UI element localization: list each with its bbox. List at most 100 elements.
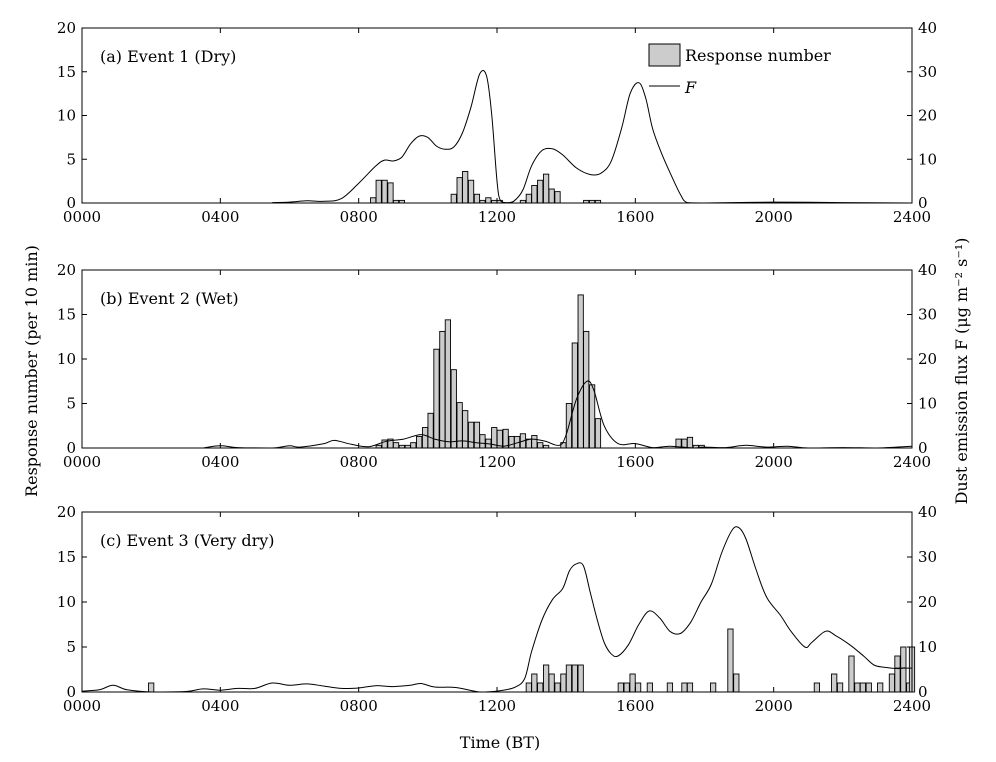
bar — [848, 655, 855, 693]
bar — [594, 418, 602, 449]
y-axis-title-right: Dust emission flux F (μg m⁻² s⁻¹) — [952, 238, 971, 505]
x-tick-label: 2400 — [893, 453, 931, 471]
bar — [444, 319, 451, 449]
x-tick-label: 2400 — [893, 208, 931, 226]
x-tick-label: 0800 — [340, 453, 378, 471]
bar — [543, 664, 550, 693]
x-tick-label: 0400 — [201, 453, 239, 471]
bar — [554, 191, 561, 204]
y-tick-label-right: 20 — [918, 350, 937, 368]
y-tick-label-left: 5 — [66, 150, 76, 168]
bar — [537, 179, 544, 204]
y-tick-label-right: 30 — [918, 548, 937, 566]
y-tick-label-left: 10 — [57, 350, 76, 368]
legend-bar-swatch — [648, 43, 681, 67]
bar — [900, 646, 907, 693]
bar — [148, 682, 155, 693]
bar — [525, 193, 532, 204]
bar — [629, 673, 636, 693]
y-tick-label-left: 5 — [66, 638, 76, 656]
x-axis-title: Time (BT) — [460, 733, 540, 752]
bar — [710, 682, 717, 693]
bar — [543, 173, 550, 204]
panel-title: (c) Event 3 (Very dry) — [100, 531, 275, 550]
x-tick-label: 2400 — [893, 697, 931, 715]
panel-title: (a) Event 1 (Dry) — [100, 47, 236, 66]
bar — [733, 673, 740, 693]
bar — [813, 682, 820, 693]
y-tick-label-left: 20 — [57, 261, 76, 279]
y-tick-label-left: 0 — [66, 439, 76, 457]
bar — [831, 673, 838, 693]
bar — [375, 179, 382, 204]
bar — [416, 435, 423, 449]
bar — [560, 673, 567, 693]
x-tick-label: 1200 — [478, 208, 516, 226]
x-tick-label: 1200 — [478, 453, 516, 471]
bar — [450, 369, 457, 449]
legend-bar-label: Response number — [685, 46, 831, 65]
bar — [473, 421, 481, 449]
y-tick-label-left: 20 — [57, 503, 76, 521]
bar — [589, 384, 596, 449]
x-tick-label: 0000 — [63, 453, 101, 471]
bar — [681, 682, 688, 693]
bar — [467, 421, 475, 449]
bar — [433, 348, 440, 449]
bar — [531, 673, 538, 693]
y-tick-label-right: 0 — [918, 683, 928, 701]
bar — [537, 442, 544, 449]
bar — [525, 438, 532, 449]
bar — [865, 682, 872, 693]
bar — [577, 664, 584, 693]
y-tick-label-right: 20 — [918, 593, 937, 611]
y-tick-label-right: 40 — [918, 261, 937, 279]
bar — [666, 682, 674, 693]
bar — [537, 682, 544, 693]
bar — [439, 330, 446, 449]
legend-line-label: F — [684, 78, 697, 97]
bar — [450, 193, 457, 204]
bar — [548, 673, 555, 693]
x-tick-label: 0800 — [340, 697, 378, 715]
bar — [571, 342, 578, 449]
y-tick-label-right: 10 — [918, 638, 937, 656]
bar — [462, 410, 469, 449]
y-tick-label-left: 10 — [57, 593, 76, 611]
bar — [623, 682, 630, 693]
y-tick-label-left: 15 — [57, 306, 76, 324]
bar — [525, 682, 532, 693]
bar — [554, 682, 561, 693]
bar — [427, 412, 434, 449]
bar — [617, 682, 624, 693]
bar — [421, 427, 429, 449]
bar — [485, 197, 492, 204]
y-tick-label-right: 0 — [918, 439, 928, 457]
y-tick-label-left: 0 — [66, 683, 76, 701]
bar — [381, 179, 388, 204]
bar — [462, 171, 469, 204]
bar — [387, 182, 394, 204]
x-tick-label: 0000 — [63, 208, 101, 226]
x-tick-label: 1200 — [478, 697, 516, 715]
y-tick-label-left: 20 — [57, 19, 76, 37]
bar — [646, 682, 653, 693]
y-tick-label-right: 40 — [918, 19, 937, 37]
bar — [410, 442, 417, 449]
bar — [635, 682, 642, 693]
bar — [392, 442, 400, 449]
bar — [456, 177, 463, 204]
y-tick-label-right: 30 — [918, 63, 937, 81]
flux-line — [81, 526, 906, 693]
flux-line — [272, 70, 913, 204]
bar — [894, 655, 901, 693]
bar — [565, 664, 573, 693]
panel-title: (b) Event 2 (Wet) — [100, 289, 239, 308]
x-tick-label: 2000 — [755, 453, 793, 471]
x-tick-label: 1600 — [616, 697, 654, 715]
bar — [686, 436, 694, 449]
y-tick-label-right: 40 — [918, 503, 937, 521]
x-tick-label: 2000 — [755, 208, 793, 226]
bar — [877, 682, 884, 693]
